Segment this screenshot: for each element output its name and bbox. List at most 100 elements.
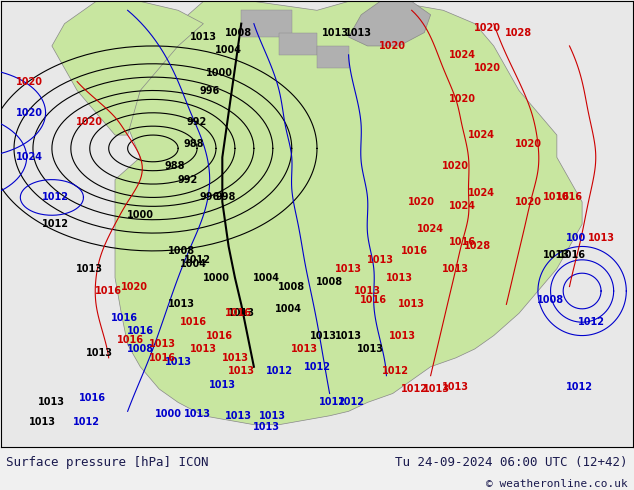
Text: 1013: 1013 [190,32,217,42]
Text: 1016: 1016 [95,286,122,296]
Text: 1016: 1016 [149,353,176,363]
Text: 1000: 1000 [127,210,154,221]
Text: 1013: 1013 [224,411,252,421]
Text: 1013: 1013 [424,384,450,394]
Text: 1013: 1013 [291,344,318,354]
Text: 1013: 1013 [398,299,425,309]
Text: 992: 992 [178,174,198,185]
Text: 1000: 1000 [155,409,182,418]
Text: 1024: 1024 [449,201,476,211]
Text: 988: 988 [184,139,204,149]
Text: 1013: 1013 [543,250,571,260]
Text: 1024: 1024 [449,50,476,60]
Text: 1012: 1012 [42,193,68,202]
Text: 1016: 1016 [401,246,429,256]
Text: 1012: 1012 [566,382,592,392]
Text: 1013: 1013 [228,366,255,376]
Text: 1012: 1012 [184,255,210,265]
Text: 1016: 1016 [559,250,586,260]
Text: 1013: 1013 [366,255,394,265]
Text: 1024: 1024 [468,130,495,140]
Text: 1000: 1000 [205,68,233,78]
Text: 1016: 1016 [111,313,138,323]
Text: 1013: 1013 [184,409,210,418]
Text: 1013: 1013 [221,353,249,363]
Text: 1004: 1004 [181,259,207,270]
Text: 1020: 1020 [408,197,435,207]
Text: 1016: 1016 [449,237,476,247]
Text: 1016: 1016 [127,326,154,336]
Text: 1020: 1020 [379,41,406,51]
Polygon shape [317,46,349,68]
Text: 1004: 1004 [253,272,280,283]
Text: 1013: 1013 [357,344,384,354]
Text: 992: 992 [187,117,207,127]
Text: 1020: 1020 [120,282,148,292]
Text: 1013: 1013 [310,331,337,341]
Text: 1016: 1016 [224,308,252,318]
Text: 1016: 1016 [117,335,145,345]
Text: 1008: 1008 [168,246,195,256]
Text: 996: 996 [200,85,220,96]
Text: 1028: 1028 [505,27,533,38]
Text: 1012: 1012 [401,384,429,394]
Polygon shape [52,1,204,135]
Text: 1013: 1013 [228,308,255,318]
Text: Tu 24-09-2024 06:00 UTC (12+42): Tu 24-09-2024 06:00 UTC (12+42) [395,456,628,469]
Polygon shape [115,1,582,425]
Text: 1012: 1012 [304,362,330,372]
Text: 1024: 1024 [16,152,43,162]
Text: 1008: 1008 [316,277,343,287]
Text: 1013: 1013 [389,331,416,341]
Text: 1012: 1012 [42,219,68,229]
Text: 1013: 1013 [39,397,65,407]
Text: 1013: 1013 [385,272,413,283]
Text: 100: 100 [566,233,586,243]
Text: 1013: 1013 [209,380,236,390]
Text: 1008: 1008 [224,27,252,38]
Text: 1013: 1013 [443,264,469,274]
Text: 1012: 1012 [578,317,605,327]
Text: 1013: 1013 [335,331,362,341]
Text: 1008: 1008 [278,282,306,292]
Text: 1016: 1016 [360,295,387,305]
Text: 1013: 1013 [76,264,103,274]
Text: 1013: 1013 [588,233,614,243]
Polygon shape [242,10,292,37]
Text: 1020: 1020 [474,23,501,33]
Text: 998: 998 [216,193,236,202]
Text: 1013: 1013 [149,340,176,349]
Text: 1012: 1012 [382,366,410,376]
Text: 988: 988 [165,161,185,171]
Text: 1020: 1020 [515,197,542,207]
Text: 1016: 1016 [79,393,107,403]
Text: 1008: 1008 [537,295,564,305]
Text: 1028: 1028 [464,242,491,251]
Text: Surface pressure [hPa] ICON: Surface pressure [hPa] ICON [6,456,209,469]
Text: 1012: 1012 [320,397,346,407]
Text: 1013: 1013 [168,299,195,309]
Text: 1012: 1012 [266,366,293,376]
Text: 1013: 1013 [259,411,287,421]
Text: 1013: 1013 [165,357,191,368]
Text: 996: 996 [200,193,220,202]
Text: 1020: 1020 [16,76,43,87]
Text: 1004: 1004 [275,304,302,314]
Text: 1013: 1013 [443,382,469,392]
Text: 1020: 1020 [515,139,542,149]
Text: 1013: 1013 [323,27,349,38]
Text: 1016: 1016 [181,317,207,327]
Polygon shape [349,1,430,46]
Text: 1016: 1016 [556,193,583,202]
Polygon shape [279,32,317,55]
Text: 1013: 1013 [190,344,217,354]
Text: 1020: 1020 [443,161,469,171]
Text: 1013: 1013 [86,348,113,358]
Text: 1020: 1020 [474,63,501,73]
Text: 1016: 1016 [543,193,571,202]
Text: 1024: 1024 [417,223,444,234]
Text: 1016: 1016 [205,331,233,341]
Text: 1024: 1024 [468,188,495,198]
Text: 1012: 1012 [73,417,100,427]
Text: 1013: 1013 [344,27,372,38]
